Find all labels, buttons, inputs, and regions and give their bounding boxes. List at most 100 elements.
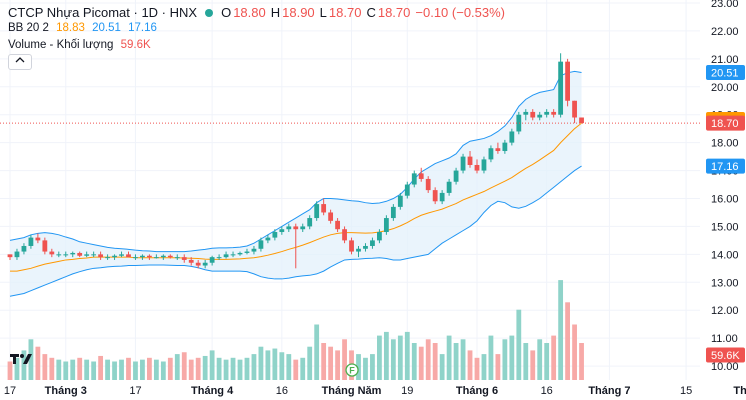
volume-bar [167,357,173,380]
high-key: H [270,5,281,20]
collapse-legend-button[interactable] [8,54,32,70]
time-tick-label: Tháng Năm [322,385,382,397]
candle-body [404,184,410,196]
price-badge [706,115,745,131]
volume-bar [119,359,124,380]
candle-body [49,251,55,255]
volume-bar [230,357,236,380]
candle-body [160,255,166,258]
candlesticks [7,53,584,269]
candle-body [293,226,299,230]
time-tick-label: 16 [276,385,288,397]
price-tick-label: 15.00 [711,221,739,233]
candle-body [126,254,131,258]
volume-bar [42,354,48,380]
candle-body [544,111,550,115]
volume-bar [265,350,271,380]
candle-body [84,254,90,256]
candle-body [237,252,243,255]
candle-body [63,254,69,256]
high-value: 18.90 [282,5,315,20]
candle-body [565,61,570,101]
close-value: 18.70 [377,5,411,20]
candle-body [307,218,313,227]
bb-basis-value: 18.83 [56,22,85,34]
candle-body [453,170,459,182]
volume-bar [397,335,403,380]
time-tick-label: Tháng 4 [191,385,234,397]
volume-bar [84,359,90,380]
volume-bar [572,324,577,380]
low-value: 18.70 [328,5,362,20]
volume-bar [258,346,264,380]
bb-lower-line [9,165,582,297]
candle-body [314,204,320,219]
volume-bar [328,346,334,380]
candle-body [551,111,557,115]
low-key: L [319,5,327,20]
candle-body [558,61,564,115]
volume-bar [279,352,285,380]
tradingview-logo[interactable] [10,352,32,366]
candle-body [21,245,27,252]
volume-bar [314,324,320,380]
price-tick-label: 20.00 [711,82,739,94]
volume-label: Volume - Khối lượng [8,39,114,51]
volume-bar [188,359,194,380]
candle-body [474,164,480,171]
price-tick-label: 16.00 [711,194,739,206]
volume-bar [133,361,138,380]
volume-bar [112,361,117,380]
price-tick-label: 13.00 [711,277,739,289]
candle-body [279,229,285,233]
volume-bar [383,331,389,380]
bb-upper-value: 20.51 [92,22,121,34]
volume-bar [481,354,487,380]
time-tick-label: 17 [4,385,16,397]
price-badge [706,158,745,174]
volume-bar [516,309,522,380]
candle-body [523,111,529,115]
price-axis[interactable]: 23.0022.0021.0020.0019.0018.0017.0016.00… [700,0,746,400]
candle-body [195,262,201,266]
volume-legend[interactable]: Volume - Khối lượng 59.6K [8,39,155,51]
time-tick-label: Tháng Tám [733,385,746,397]
candle-body [397,195,403,207]
volume-bar [321,343,327,380]
volume-bar [523,343,529,380]
volume-bar [202,355,208,380]
volume-bar [565,302,570,380]
symbol-title[interactable]: CTCP Nhựa Picomat · 1D · HNX [8,5,198,20]
candle-body [425,178,431,191]
volume-bar [272,348,278,380]
volume-bar [502,339,508,380]
open-key: O [221,5,232,20]
volume-bar [7,361,13,380]
price-tick-label: 22.00 [711,26,739,38]
volume-bar [432,343,438,380]
time-tick-label: Tháng 6 [456,385,498,397]
open-value: 18.80 [233,5,266,20]
volume-bar [467,350,473,380]
candle-body [98,254,104,258]
candle-body [167,255,173,258]
price-tick-label: 12.00 [711,305,739,317]
candle-body [502,142,508,152]
candle-body [230,254,236,256]
candle-body [133,257,138,259]
time-axis[interactable]: 17 Tháng 3 17 Tháng 4 16 Tháng Năm 19 Tháng 6 16… [0,363,746,400]
volume-bar [77,357,83,380]
price-tick-label: 11.00 [711,333,738,345]
volume-bar [70,359,76,380]
candle-body [105,257,110,259]
candle-body [258,240,264,249]
bb-legend[interactable]: BB 20 2 18.83 20.51 17.16 [8,22,161,34]
volume-bar [35,346,41,380]
event-marker-label: F [349,366,355,376]
candle-body [530,111,536,118]
candle-body [390,206,396,219]
symbol-legend: CTCP Nhựa Picomat · 1D · HNX O 18.80 H 18.90… [8,5,510,20]
candle-body [321,204,327,213]
